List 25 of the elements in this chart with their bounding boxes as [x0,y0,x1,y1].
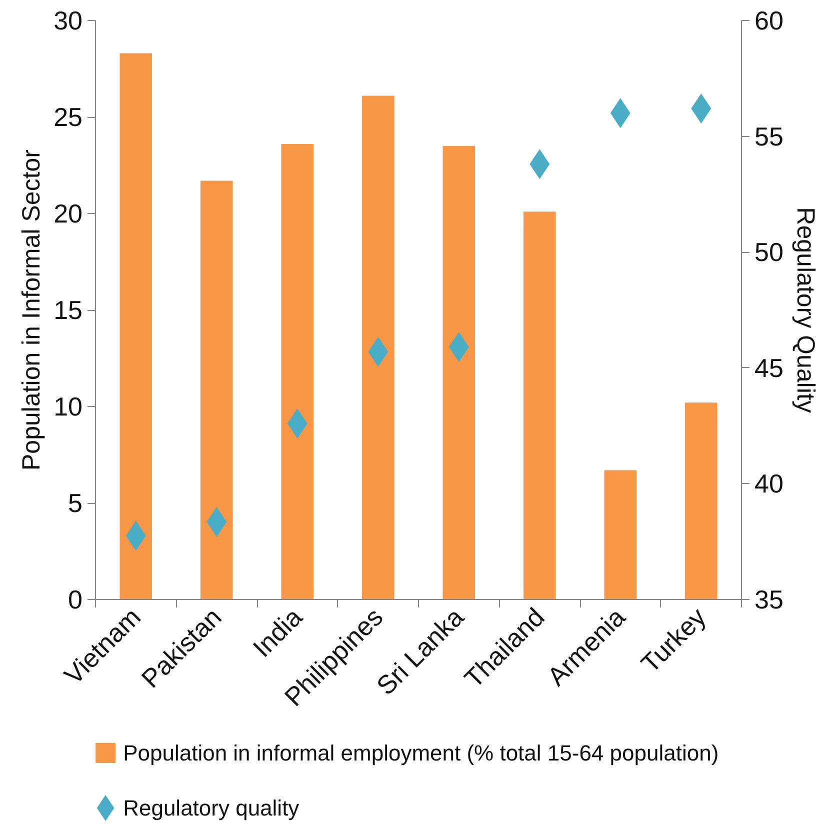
y-axis-title: Population in Informal Sector [18,149,46,471]
bar [684,402,718,600]
bar [362,96,394,600]
bar [523,212,556,600]
y-tick-label: 20 [54,198,82,228]
bar [120,53,152,600]
y-tick-label: 25 [54,102,82,132]
y-tick-label: 0 [68,584,83,614]
y-tick-label: 15 [54,295,82,325]
y2-tick-label: 40 [754,468,784,499]
y-tick-label: 5 [68,488,83,518]
y2-tick-label: 35 [754,584,784,614]
y2-tick-label: 50 [754,237,784,268]
y2-tick-label: 45 [754,352,784,383]
bar [604,470,637,600]
bar [442,146,476,600]
legend-label: Population in informal employment (% total 15-64 population) [123,740,719,766]
y2-tick-label: 60 [754,6,784,36]
legend-label: Regulatory quality [123,796,300,820]
y-tick-label: 30 [54,6,82,36]
y-tick-label: 10 [54,392,82,422]
y2-tick-label: 55 [754,121,784,152]
y2-axis-title: Regulatory Quality [791,207,820,414]
bar [200,180,233,600]
bar [281,144,314,600]
